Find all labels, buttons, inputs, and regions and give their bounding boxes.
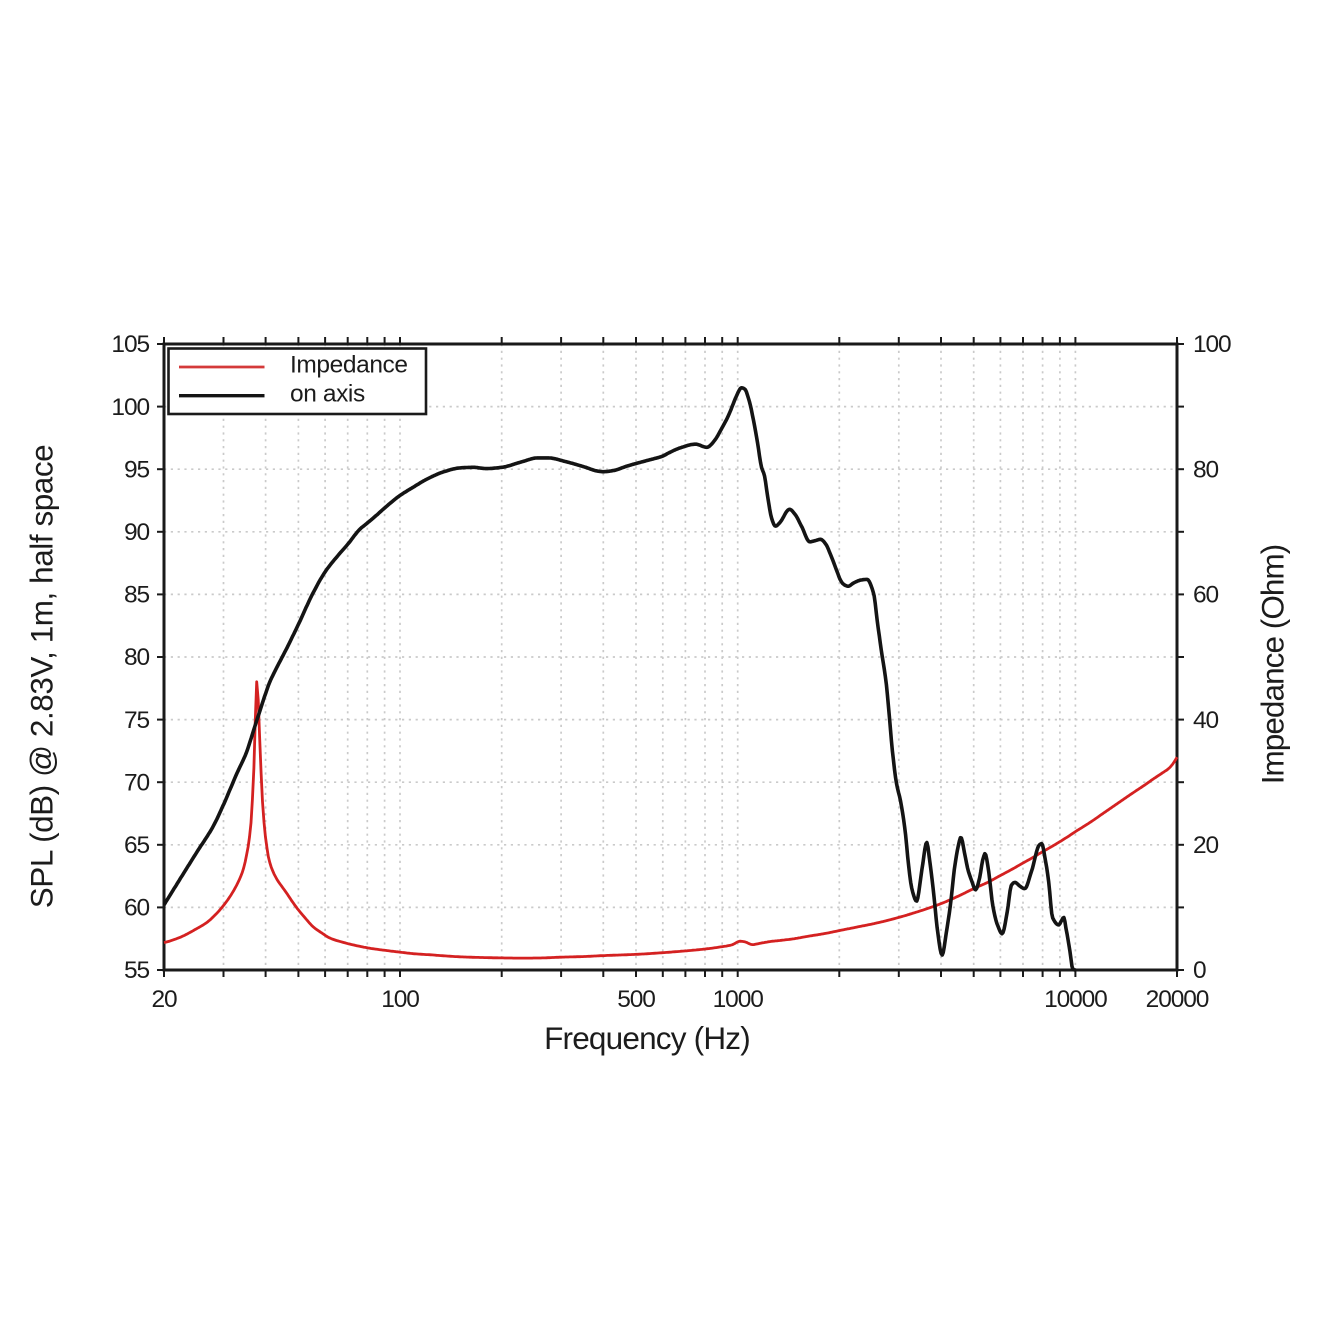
svg-text:100: 100 <box>1193 331 1231 358</box>
svg-text:70: 70 <box>124 769 150 796</box>
svg-text:20000: 20000 <box>1146 986 1209 1013</box>
svg-text:on axis: on axis <box>290 381 365 408</box>
svg-text:10000: 10000 <box>1044 986 1107 1013</box>
svg-text:100: 100 <box>381 986 419 1013</box>
svg-text:1000: 1000 <box>713 986 764 1013</box>
svg-text:SPL (dB) @ 2.83V, 1m, half spa: SPL (dB) @ 2.83V, 1m, half space <box>24 445 60 909</box>
svg-text:95: 95 <box>124 456 150 483</box>
svg-text:80: 80 <box>1193 456 1219 483</box>
svg-text:500: 500 <box>617 986 655 1013</box>
svg-text:Frequency (Hz): Frequency (Hz) <box>544 1020 750 1056</box>
svg-text:20: 20 <box>1193 832 1219 859</box>
svg-text:65: 65 <box>124 832 150 859</box>
svg-text:90: 90 <box>124 519 150 546</box>
svg-text:105: 105 <box>111 331 149 358</box>
svg-text:100: 100 <box>111 394 149 421</box>
svg-text:Impedance: Impedance <box>290 352 408 379</box>
svg-text:40: 40 <box>1193 707 1219 734</box>
svg-text:85: 85 <box>124 582 150 609</box>
svg-text:60: 60 <box>124 895 150 922</box>
svg-text:55: 55 <box>124 957 150 984</box>
svg-text:0: 0 <box>1193 957 1206 984</box>
svg-text:60: 60 <box>1193 582 1219 609</box>
svg-text:Impedance (Ohm): Impedance (Ohm) <box>1255 545 1291 785</box>
svg-text:20: 20 <box>151 986 177 1013</box>
svg-text:75: 75 <box>124 707 150 734</box>
svg-text:80: 80 <box>124 644 150 671</box>
